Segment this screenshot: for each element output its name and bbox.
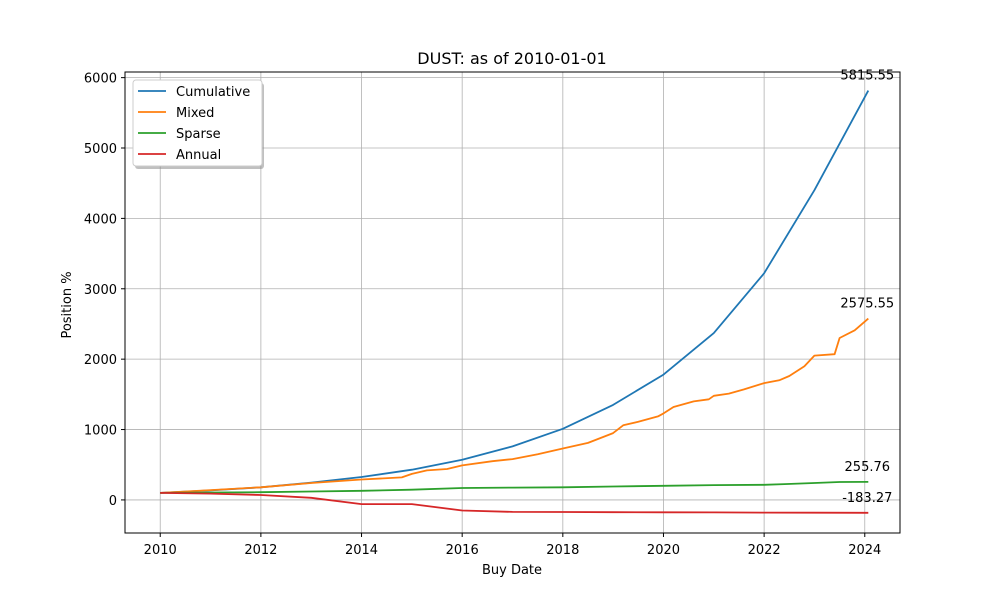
x-tick-label: 2010 xyxy=(144,543,177,558)
x-tick-label: 2020 xyxy=(647,543,680,558)
series-line-annual xyxy=(160,492,869,514)
y-tick-label: 6000 xyxy=(84,72,117,87)
x-tick-label: 2024 xyxy=(848,543,881,558)
legend: Cumulative Mixed Sparse Annual xyxy=(132,79,264,169)
series-lines xyxy=(160,90,870,514)
axis-ticks: 2010 2012 2014 2016 2018 2020 2022 2024 0 1000 200… xyxy=(84,72,881,558)
y-tick-label: 4000 xyxy=(84,212,117,227)
x-tick-label: 2012 xyxy=(244,543,277,558)
end-label-mixed: 2575.55 xyxy=(840,297,894,312)
plot-frame xyxy=(124,71,901,534)
y-tick-label: 3000 xyxy=(84,283,117,298)
y-tick-label: 5000 xyxy=(84,142,117,157)
series-line-sparse xyxy=(160,480,869,494)
series-line-mixed xyxy=(160,317,869,494)
y-tick-label: 1000 xyxy=(84,424,117,439)
x-tick-label: 2016 xyxy=(446,543,479,558)
end-label-annual: -183.27 xyxy=(842,491,892,506)
x-tick-label: 2022 xyxy=(748,543,781,558)
chart-title: DUST: as of 2010-01-01 xyxy=(417,49,606,68)
end-label-sparse: 255.76 xyxy=(845,460,891,475)
legend-label-sparse: Sparse xyxy=(176,127,221,142)
legend-label-cumulative: Cumulative xyxy=(176,85,250,100)
legend-box xyxy=(132,79,263,167)
y-tick-label: 0 xyxy=(109,494,117,509)
x-tick-label: 2018 xyxy=(546,543,579,558)
grid xyxy=(125,72,900,533)
y-tick-label: 2000 xyxy=(84,353,117,368)
end-label-cumulative: 5815.55 xyxy=(840,69,894,84)
end-labels: 5815.55 2575.55 255.76 -183.27 xyxy=(840,69,894,506)
y-axis-title: Position % xyxy=(60,271,75,338)
x-axis-title: Buy Date xyxy=(482,563,542,578)
legend-label-annual: Annual xyxy=(176,148,221,163)
legend-label-mixed: Mixed xyxy=(176,106,214,121)
x-tick-label: 2014 xyxy=(345,543,378,558)
